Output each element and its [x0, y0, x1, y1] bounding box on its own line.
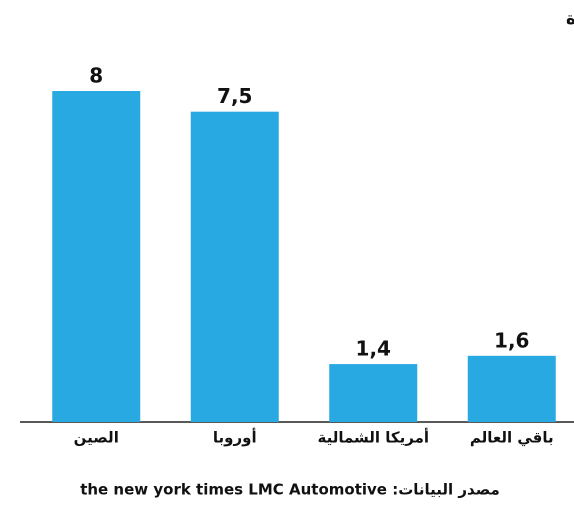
- value-label: 7,5: [217, 84, 252, 108]
- bar: [329, 364, 418, 422]
- x-tick-label: أمريكا الشمالية: [317, 428, 429, 447]
- source-note: مصدر البيانات: the new york times LMC Au…: [80, 481, 500, 499]
- x-tick-label: الصين: [74, 429, 119, 447]
- chart-title: عدد السيارات الكهربائية المتوقع إنتاجها …: [566, 9, 574, 29]
- value-label: 8: [89, 64, 103, 88]
- bar: [190, 111, 279, 422]
- value-label: 1,4: [356, 337, 391, 361]
- x-tick-label: أوروبا: [213, 428, 257, 447]
- bar: [467, 355, 556, 422]
- value-label: 1,6: [494, 328, 529, 352]
- x-tick-label: باقي العالم: [470, 429, 554, 447]
- bar: [52, 91, 141, 422]
